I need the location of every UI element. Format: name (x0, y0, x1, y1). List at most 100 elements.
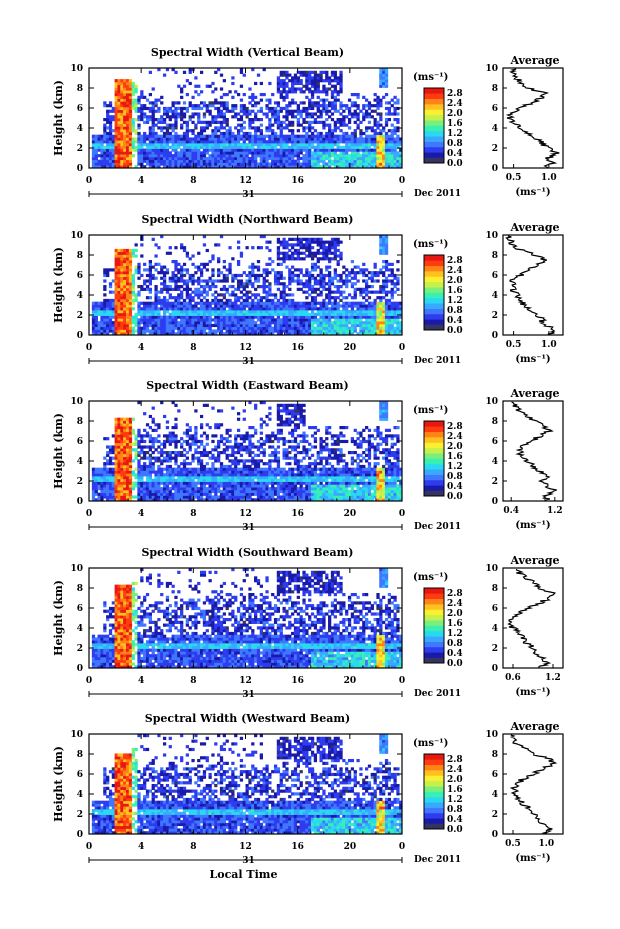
heatmap-cell (185, 148, 189, 152)
heatmap-cell (288, 279, 292, 283)
heatmap-cell (217, 109, 221, 113)
heatmap-cell (359, 165, 363, 169)
heatmap-cell (367, 323, 372, 328)
heatmap-cell (330, 101, 335, 105)
heatmap-cell (313, 137, 318, 141)
heatmap-cell (214, 106, 218, 111)
heatmap-cell (384, 265, 389, 269)
heatmap-cell (125, 260, 130, 264)
heatmap-cell (94, 140, 98, 144)
heatmap-cell (168, 279, 172, 283)
heatmap-cell (259, 323, 263, 328)
heatmap-cell (330, 321, 335, 325)
heatmap-cell (276, 109, 281, 113)
heatmap-cell (202, 301, 207, 305)
heatmap-cell (103, 481, 107, 485)
heatmap-cell (128, 140, 133, 144)
heatmap-cell (245, 159, 249, 163)
heatmap-cell (333, 268, 337, 272)
colorbar-swatch (424, 93, 444, 100)
heatmap-cell (293, 301, 298, 305)
heatmap-cell (382, 248, 386, 253)
heatmap-cell (208, 112, 212, 116)
x-tick-label: 12 (239, 343, 252, 353)
heatmap-cell (382, 326, 386, 330)
heatmap-cell (114, 420, 118, 424)
heatmap-cell (211, 101, 215, 105)
heatmap-cell (222, 151, 226, 155)
heatmap-cell (256, 276, 261, 280)
heatmap-cell (268, 240, 272, 244)
heatmap-cell (376, 318, 380, 322)
heatmap-cell (125, 332, 130, 336)
heatmap-cell (336, 237, 340, 241)
heatmap-cell (356, 115, 360, 119)
heatmap-cell (362, 296, 366, 300)
heatmap-cell (396, 101, 400, 105)
heatmap-cell (384, 106, 389, 111)
heatmap-cell (302, 90, 306, 94)
heatmap-cell (217, 165, 221, 169)
heatmap-cell (106, 318, 110, 322)
heatmap-cell (302, 101, 306, 105)
heatmap-cell (251, 95, 255, 99)
heatmap-cell (293, 154, 298, 158)
heatmap-cell (265, 315, 269, 319)
heatmap-cell (342, 310, 346, 314)
heatmap-cell (231, 76, 235, 80)
heatmap-cell (100, 148, 104, 152)
heatmap-cell (251, 262, 255, 266)
heatmap-cell (248, 137, 252, 141)
heatmap-cell (188, 287, 192, 291)
heatmap-cell (194, 323, 198, 328)
heatmap-cell (225, 165, 229, 169)
heatmap-cell (396, 310, 400, 314)
heatmap-cell (123, 285, 127, 289)
heatmap-cell (296, 165, 300, 169)
heatmap-cell (174, 323, 178, 328)
heatmap-cell (140, 134, 144, 138)
heatmap-cell (128, 159, 133, 163)
heatmap-cell (123, 81, 127, 86)
heatmap-cell (171, 312, 175, 316)
heatmap-cell (273, 296, 278, 300)
heatmap-cell (268, 118, 272, 122)
heatmap-cell (282, 151, 286, 155)
heatmap-cell (288, 151, 292, 155)
heatmap-cell (305, 329, 309, 333)
heatmap-cell (131, 120, 135, 124)
heatmap-cell (367, 162, 372, 166)
heatmap-cell (393, 312, 397, 316)
heatmap-cell (231, 106, 235, 111)
heatmap-cell (120, 162, 124, 166)
heatmap-cell (259, 235, 263, 239)
heatmap-cell (242, 329, 246, 333)
heatmap-cell (208, 145, 212, 149)
heatmap-cell (330, 279, 335, 283)
heatmap-cell (151, 115, 155, 119)
heatmap-cell (245, 296, 249, 300)
heatmap-cell (291, 271, 295, 275)
heatmap-cell (279, 262, 283, 266)
heatmap-cell (313, 296, 318, 300)
heatmap-cell (362, 310, 366, 314)
heatmap-cell (117, 437, 121, 441)
heatmap-cell (162, 323, 167, 328)
heatmap-cell (125, 310, 130, 314)
heatmap-cell (370, 329, 374, 333)
heatmap-cell (120, 487, 124, 491)
heatmap-cell (268, 137, 272, 141)
heatmap-cell (128, 120, 133, 124)
heatmap-cell (97, 470, 101, 474)
heatmap-cell (319, 137, 323, 141)
heatmap-cell (123, 260, 127, 264)
heatmap-cell (180, 304, 184, 308)
heatmap-cell (137, 106, 141, 111)
heatmap-cell (319, 315, 323, 319)
heatmap-cell (234, 134, 238, 138)
heatmap-cell (148, 290, 152, 294)
heatmap-cell (245, 109, 249, 113)
heatmap-cell (103, 323, 107, 328)
heatmap-cell (157, 290, 161, 294)
heatmap-cell (256, 246, 261, 250)
